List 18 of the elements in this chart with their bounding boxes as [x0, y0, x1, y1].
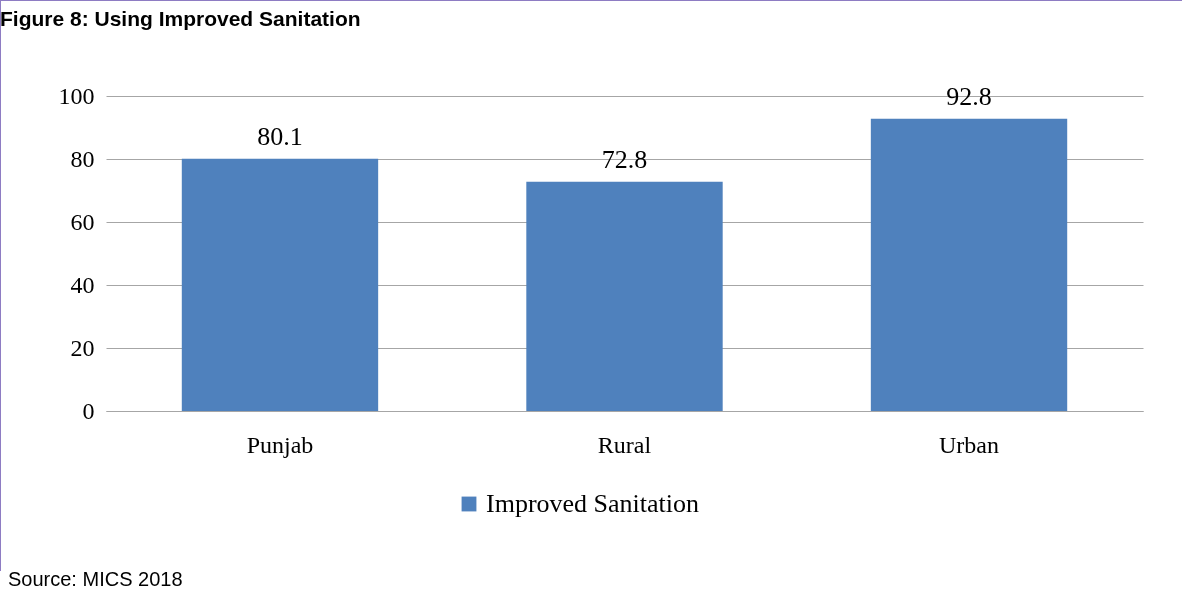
chart-title: Figure 8: Using Improved Sanitation — [0, 6, 361, 30]
y-tick-label: 0 — [82, 397, 95, 424]
x-tick-label: Punjab — [246, 431, 314, 458]
y-tick-label: 100 — [58, 82, 95, 109]
bar — [181, 158, 379, 411]
data-label: 72.8 — [601, 144, 648, 174]
y-tick-label: 60 — [70, 208, 95, 235]
source-note: Source: MICS 2018 — [8, 568, 183, 590]
y-tick-label: 80 — [70, 145, 95, 172]
data-label: 92.8 — [946, 81, 992, 111]
x-tick-label: Rural — [597, 431, 652, 458]
y-tick-label: 20 — [70, 334, 95, 361]
x-tick-label: Urban — [939, 431, 1000, 458]
legend-label: Improved Sanitation — [486, 489, 700, 518]
bar — [526, 181, 723, 411]
bar — [870, 118, 1068, 411]
y-tick-label: 40 — [70, 271, 95, 298]
data-label: 80.1 — [257, 121, 303, 151]
